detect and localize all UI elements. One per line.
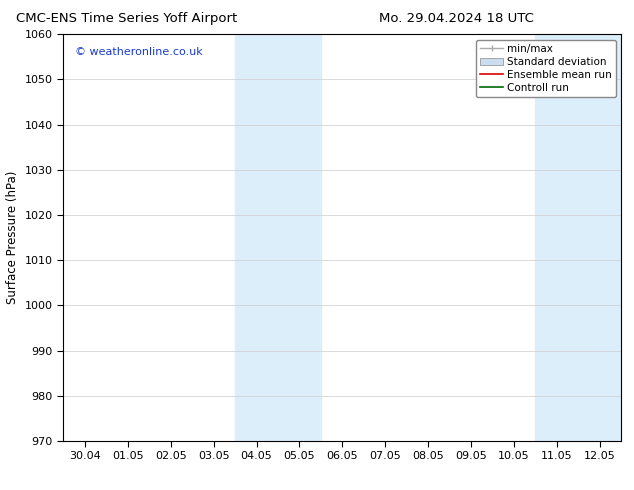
Legend: min/max, Standard deviation, Ensemble mean run, Controll run: min/max, Standard deviation, Ensemble me… [476,40,616,97]
Text: Mo. 29.04.2024 18 UTC: Mo. 29.04.2024 18 UTC [379,12,534,25]
Bar [536,34,621,441]
Text: CMC-ENS Time Series Yoff Airport: CMC-ENS Time Series Yoff Airport [16,12,237,25]
Y-axis label: Surface Pressure (hPa): Surface Pressure (hPa) [6,171,19,304]
Bar [235,34,321,441]
Text: © weatheronline.co.uk: © weatheronline.co.uk [75,47,202,56]
